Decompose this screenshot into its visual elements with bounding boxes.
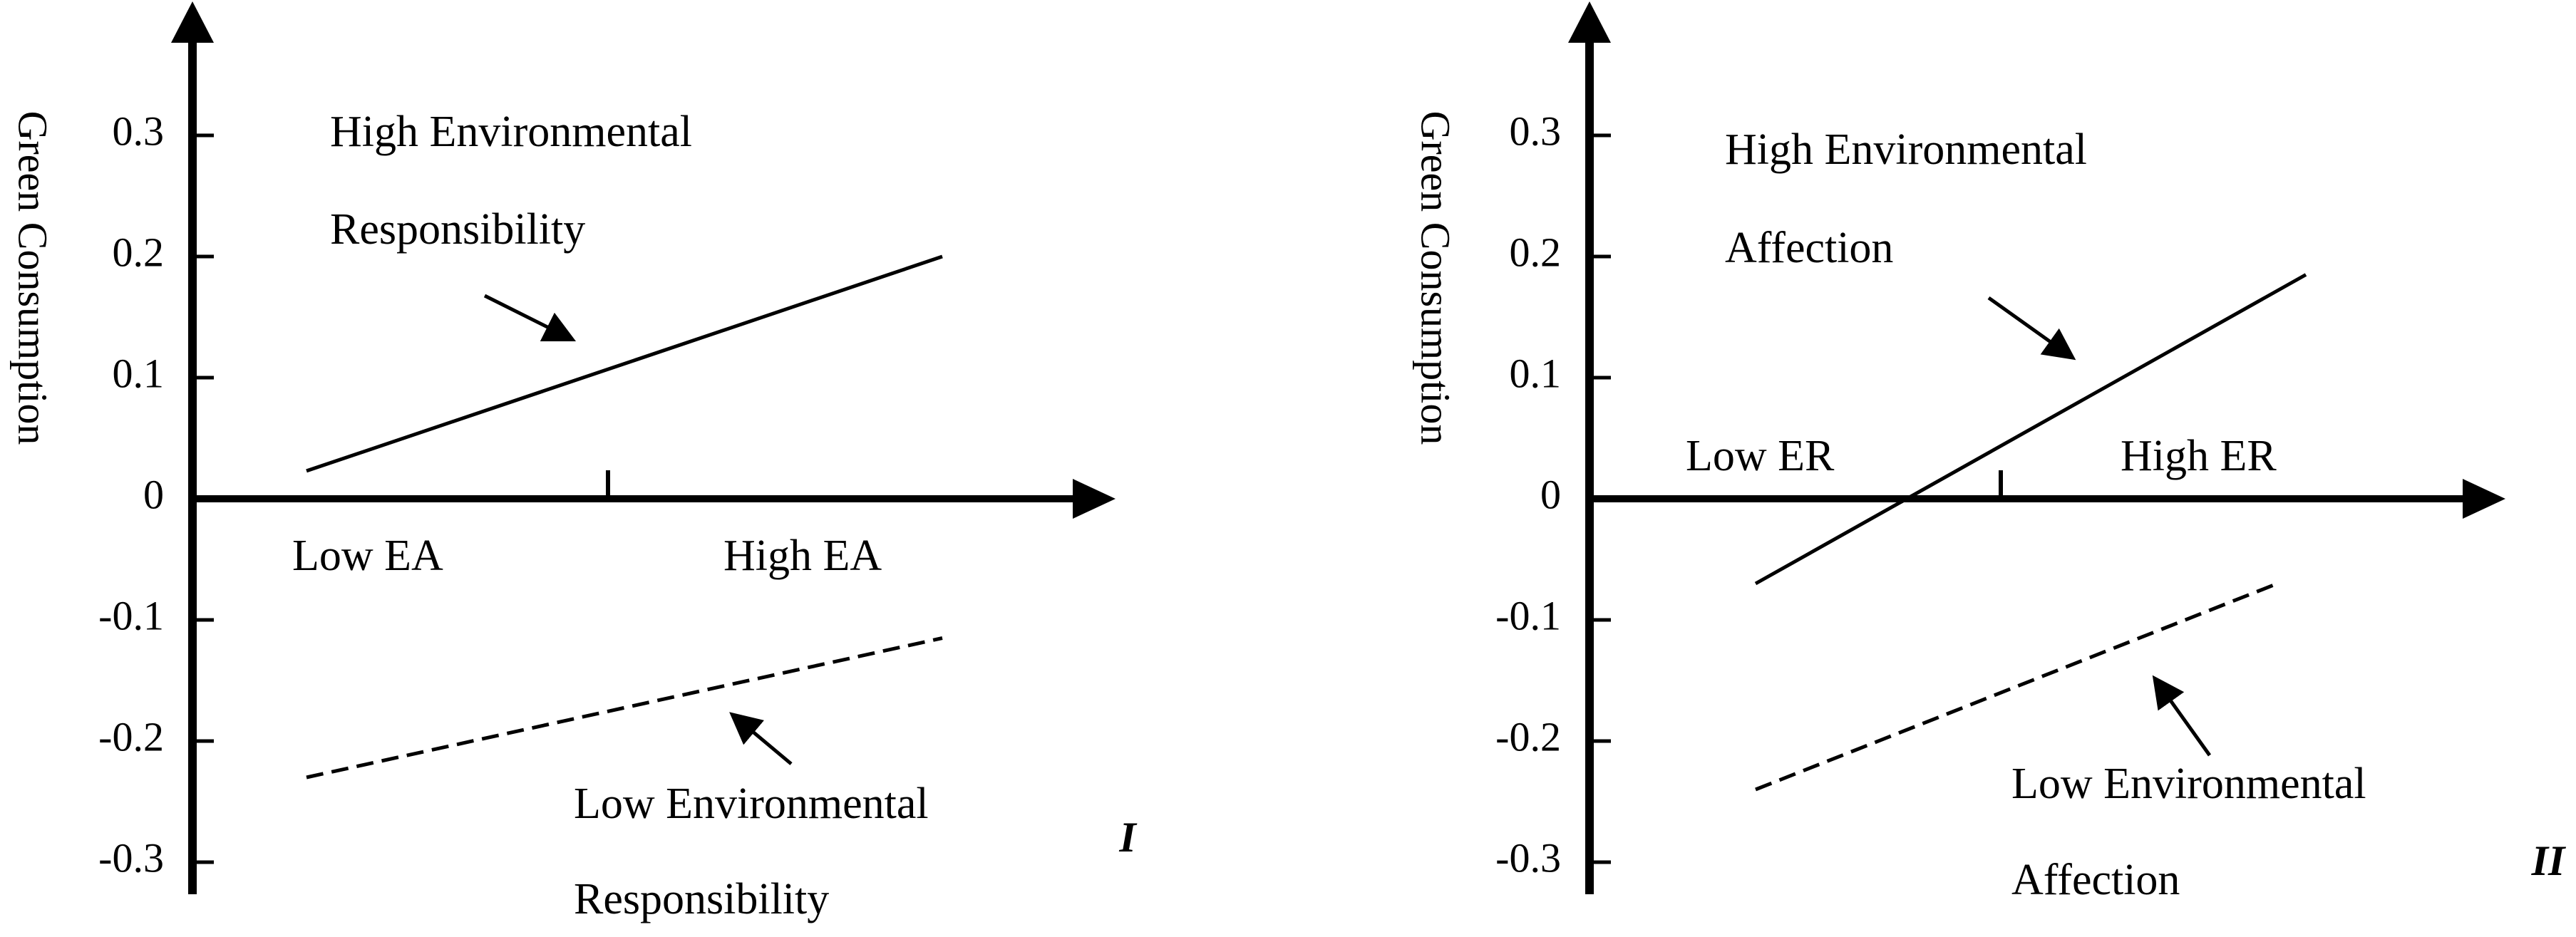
panel-1-ytick-label: -0.1 [98, 592, 164, 638]
panel-2-ytick-label: 0.3 [1510, 108, 1562, 154]
panel-2-ytick-label: -0.1 [1495, 592, 1561, 638]
panel-2-series-high-line [1754, 273, 2307, 586]
panel-1-category-high: High EA [723, 532, 882, 580]
panel-1-annotation-low-line2: Responsibility [574, 875, 829, 923]
panel-2-ytick-label: -0.3 [1495, 834, 1561, 881]
panel-2-y-ticks: 0.3 0.2 0.1 0 -0.1 -0.2 -0.3 [1495, 108, 1611, 881]
panel-1-category-low: Low EA [292, 532, 443, 580]
panel-1-y-axis-arrow-icon [171, 1, 214, 43]
panel-2-label: II [2531, 837, 2567, 884]
panel-1-ytick-label: 0 [143, 471, 164, 517]
panel-2-annotation-low-line2: Affection [2011, 856, 2180, 904]
panel-1-label: I [1118, 814, 1138, 861]
panel-1-series-low-line [306, 636, 943, 780]
panel-2-ytick-label: 0.2 [1510, 229, 1562, 275]
panel-1-ytick-label: -0.2 [98, 713, 164, 760]
panel-2-y-axis-label: Green Consumption [1413, 111, 1459, 445]
panel-2-annotation-low-arrow-icon [2152, 675, 2212, 757]
panel-2-annotation-high-arrow-icon [1987, 296, 2076, 361]
panel-2-annotation-high-line1: High Environmental [1725, 125, 2087, 174]
panel-1-ytick-label: 0.3 [113, 108, 165, 154]
panel-2-category-low: Low ER [1686, 432, 1835, 480]
panel-2-ytick-label: -0.2 [1495, 713, 1561, 760]
panel-1-ytick-label: 0.2 [113, 229, 165, 275]
panel-1-ytick-label: 0.1 [113, 350, 165, 396]
panel-1-x-axis-arrow-icon [1073, 479, 1116, 519]
panel-2-series-low-line [1755, 581, 2278, 792]
panel-2-y-axis-arrow-icon [1568, 1, 1611, 43]
panel-1-annotation-low-line1: Low Environmental [574, 780, 929, 828]
panel-1-annotation-high-arrow-icon [483, 294, 577, 342]
panel-1-annotation-high-line2: Responsibility [330, 205, 585, 254]
panel-2-annotation-low-line1: Low Environmental [2011, 760, 2366, 808]
panel-1-ytick-label: -0.3 [98, 834, 164, 881]
panel-1-annotation-low-arrow-icon [729, 712, 793, 765]
panel-1-series-high-line [306, 254, 943, 473]
panel-1-annotation-high-line1: High Environmental [330, 108, 692, 156]
panel-2-annotation-high-line2: Affection [1725, 224, 1893, 272]
panel-1-y-axis-label: Green Consumption [10, 111, 56, 445]
panel-1-y-ticks: 0.3 0.2 0.1 0 -0.1 -0.2 -0.3 [98, 108, 214, 881]
panel-2-ytick-label: 0.1 [1510, 350, 1562, 396]
panel-2-ytick-label: 0 [1540, 471, 1561, 517]
panel-1: Green Consumption 0.3 0.2 0.1 0 -0.1 -0.… [10, 1, 1138, 923]
panel-2: Green Consumption 0.3 0.2 0.1 0 -0.1 -0.… [1413, 1, 2567, 904]
panel-2-x-axis-arrow-icon [2463, 479, 2505, 519]
panel-2-category-high: High ER [2121, 432, 2277, 480]
